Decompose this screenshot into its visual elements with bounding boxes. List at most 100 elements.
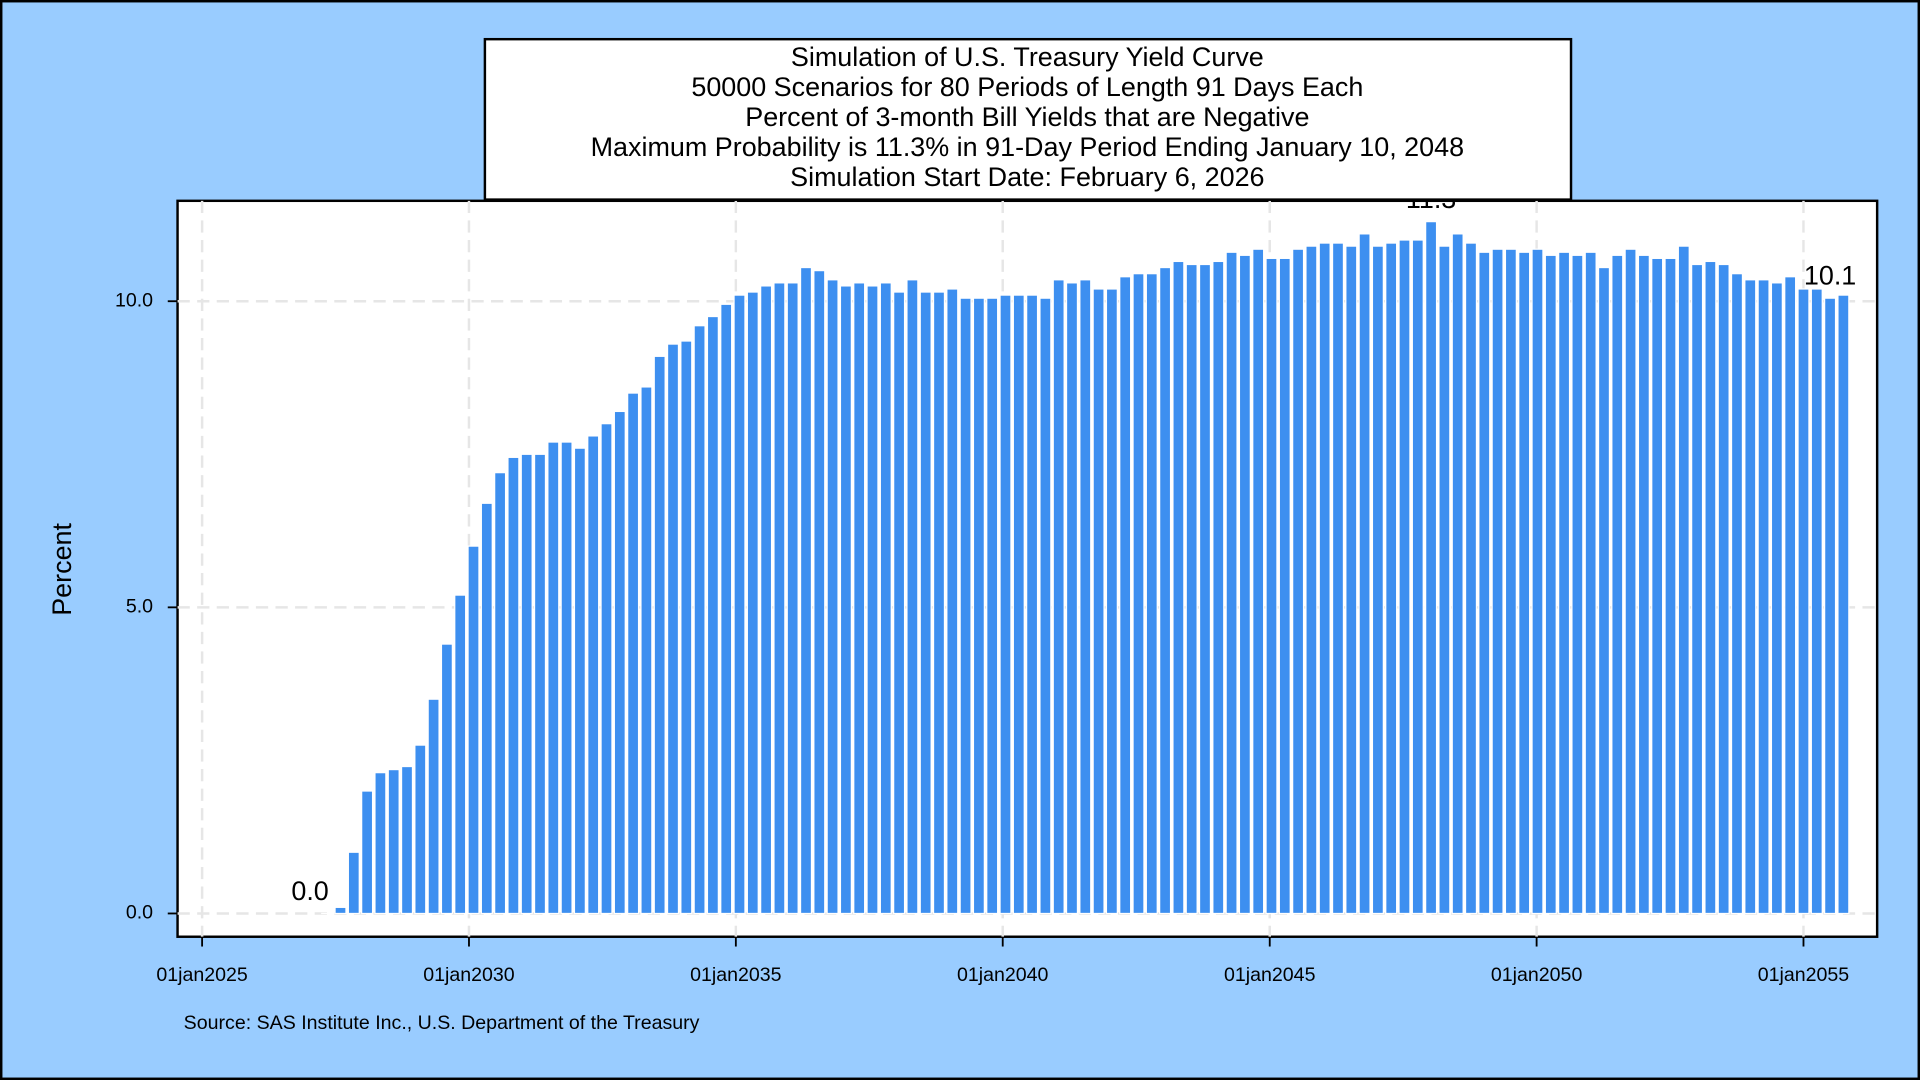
bar [347,851,360,915]
y-tick-label: 10.0 [115,289,153,311]
bar [454,594,467,915]
bar [786,282,799,915]
x-tick-label: 01jan2025 [156,964,248,986]
value-label: 10.1 [1804,260,1856,290]
bar [467,545,480,915]
bar [1398,239,1411,915]
bar [693,325,706,915]
bar [986,297,999,915]
bar [1198,263,1212,915]
value-label: 0.0 [291,876,328,906]
bar [999,294,1012,915]
bar [1730,273,1744,915]
bar [374,772,387,915]
bar [1331,242,1345,915]
bar [1464,242,1478,915]
bar [733,294,746,915]
bar [1172,260,1185,915]
bar [1611,254,1624,915]
bar [361,790,374,915]
bar [1637,254,1650,915]
bar [613,410,626,915]
bar [1012,294,1025,915]
bar [547,441,560,915]
bar [1371,245,1384,915]
bar [1810,288,1823,915]
bar [746,291,759,915]
x-tick-label: 01jan2030 [423,964,515,986]
bar [893,291,906,915]
bar [1238,254,1251,915]
bar [720,303,733,915]
bar [494,472,507,915]
bar [839,285,852,915]
bar [587,435,600,915]
chart-title: Maximum Probability is 11.3% in 91-Day P… [591,132,1464,162]
bar [653,355,666,915]
bar [946,288,959,915]
bar [1691,263,1704,915]
bar [440,643,453,915]
bar [1438,245,1451,915]
bar [1584,251,1597,915]
y-tick-label: 0.0 [126,902,153,924]
bar [1345,245,1358,915]
bar [1744,279,1757,915]
bar [1145,273,1158,915]
bar [879,282,892,915]
bar [1079,279,1092,915]
bar [1318,242,1331,915]
x-tick-label: 01jan2045 [1224,964,1316,986]
bar [932,291,946,915]
bar [1305,245,1318,915]
bar [680,340,693,915]
bar [1491,248,1504,915]
bar [1797,288,1810,915]
bar [826,279,839,915]
bar [334,906,347,915]
bar [1518,251,1531,915]
bar [1677,245,1690,915]
bar [1571,254,1584,915]
source-note: Source: SAS Institute Inc., U.S. Departm… [184,1012,700,1034]
x-tick-label: 01jan2035 [690,964,782,986]
bar [1039,297,1052,915]
bar [972,297,985,915]
bar [1597,266,1611,915]
bar [600,423,613,915]
bar [573,447,586,915]
bar [1504,248,1517,915]
bar [1225,251,1238,915]
bar [1065,282,1079,915]
bar [1278,257,1291,915]
bar [1052,279,1065,915]
bar [1425,221,1438,915]
bar [773,282,786,915]
bar [959,297,972,915]
x-tick-label: 01jan2055 [1758,964,1850,986]
bar [760,285,773,915]
bar [480,502,493,915]
bar [640,386,653,915]
bar [1478,251,1491,915]
bar [1558,251,1571,915]
bar [414,744,427,915]
bar [1252,248,1265,915]
bar [1026,294,1039,915]
x-tick-label: 01jan2050 [1491,964,1583,986]
bar [1824,297,1837,915]
bar [507,456,520,915]
bar [1105,288,1118,915]
bar [1837,294,1850,915]
title-box [483,37,1573,201]
bar [1784,276,1797,915]
bar [1531,248,1544,915]
bar [1185,263,1198,915]
bar [1757,279,1770,915]
bar [1159,266,1172,915]
bar [866,285,879,915]
bar [813,270,826,915]
bar [1212,260,1225,915]
bar [799,266,813,915]
chart-title: Simulation of U.S. Treasury Yield Curve [791,42,1264,72]
